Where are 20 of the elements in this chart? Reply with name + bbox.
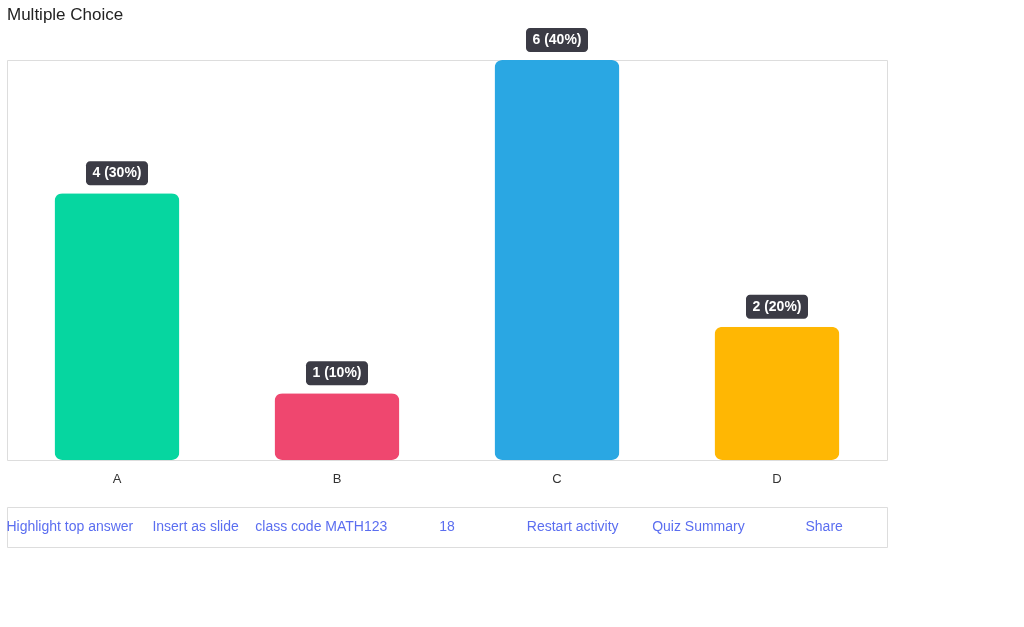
x-tick-label: D <box>772 470 782 486</box>
data-label: 2 (20%) <box>752 297 802 314</box>
x-tick-label: C <box>552 470 562 486</box>
text: Share <box>805 518 844 534</box>
text: class code MATH123 <box>255 518 388 534</box>
bar <box>54 193 180 460</box>
data-label: 1 (10%) <box>312 364 362 381</box>
text: Quiz Summary <box>652 518 745 534</box>
bar <box>714 326 840 460</box>
text: Insert as slide <box>152 518 239 534</box>
bar <box>274 393 400 460</box>
text: 18 <box>439 518 455 534</box>
data-label: 4 (30%) <box>92 164 142 181</box>
x-tick-label: B <box>332 470 342 486</box>
data-label: 6 (40%) <box>532 31 582 47</box>
chart-title: Multiple Choice <box>7 5 124 24</box>
text: Highlight top answer <box>6 518 134 534</box>
bar <box>494 60 620 460</box>
x-tick-label: A <box>112 470 122 486</box>
text: Restart activity <box>526 518 619 534</box>
